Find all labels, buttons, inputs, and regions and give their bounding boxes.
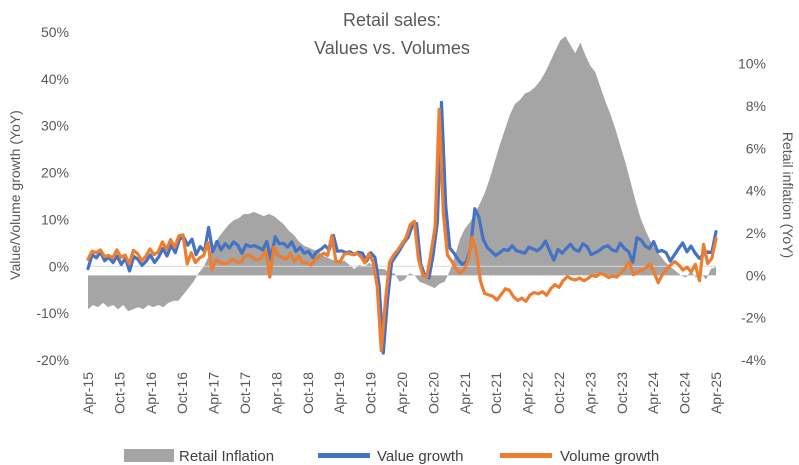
x-tick-label: Apr-15 <box>80 372 96 414</box>
x-tick-label: Apr-25 <box>708 372 724 414</box>
legend-label-volume-growth: Volume growth <box>560 448 659 465</box>
x-tick-label: Apr-20 <box>394 372 410 414</box>
x-tick-label: Oct-17 <box>237 372 253 414</box>
x-tick-label: Oct-15 <box>111 372 127 414</box>
right-axis-title: Retail inflation (YoY) <box>780 132 796 258</box>
legend-label-retail-inflation: Retail Inflation <box>179 448 274 465</box>
left-tick-label: 10% <box>41 211 69 227</box>
left-tick-label: -10% <box>36 305 69 321</box>
x-axis-ticks: Apr-15 Oct-15 Apr-16 Oct-16 Apr-17 Oct-17 Apr-… <box>80 372 724 414</box>
x-tick-label: Apr-22 <box>520 372 536 414</box>
legend-label-value-growth: Value growth <box>377 448 463 465</box>
left-tick-label: 50% <box>41 24 69 40</box>
x-tick-label: Oct-20 <box>425 372 441 414</box>
left-axis-title: Value/Volume growth (YoY) <box>7 110 23 280</box>
x-tick-label: Apr-17 <box>206 372 222 414</box>
right-axis-ticks: -4% -2% 0% 2% 4% 6% 8% 10% <box>738 56 766 368</box>
x-tick-label: Oct-16 <box>174 372 190 414</box>
chart-title-line-1: Retail sales: <box>343 10 441 30</box>
volume-growth-line <box>86 107 718 353</box>
left-tick-label: -20% <box>36 352 69 368</box>
left-tick-label: 30% <box>41 118 69 134</box>
left-tick-label: 20% <box>41 165 69 181</box>
left-tick-label: 0% <box>49 258 69 274</box>
x-tick-label: Apr-19 <box>331 372 347 414</box>
right-tick-label: -2% <box>741 310 766 326</box>
retail-inflation-area <box>88 36 716 312</box>
right-tick-label: 4% <box>746 183 766 199</box>
legend-swatch-retail-inflation <box>124 449 174 462</box>
x-tick-label: Oct-23 <box>614 372 630 414</box>
x-tick-label: Apr-21 <box>457 372 473 414</box>
x-tick-label: Apr-16 <box>143 372 159 414</box>
x-tick-label: Oct-22 <box>551 372 567 414</box>
inflation-area-layer <box>88 36 716 312</box>
chart-title-line-2: Values vs. Volumes <box>314 38 470 58</box>
growth-lines-layer <box>86 100 718 355</box>
x-tick-label: Apr-24 <box>645 372 661 414</box>
right-tick-label: 6% <box>746 140 766 156</box>
right-tick-label: -4% <box>741 352 766 368</box>
x-tick-label: Oct-21 <box>488 372 504 414</box>
x-tick-label: Apr-18 <box>268 372 284 414</box>
legend-swatch-value-growth <box>318 453 370 458</box>
right-tick-label: 8% <box>746 98 766 114</box>
x-tick-label: Apr-23 <box>582 372 598 414</box>
x-tick-label: Oct-19 <box>363 372 379 414</box>
right-tick-label: 2% <box>746 225 766 241</box>
x-tick-label: Oct-18 <box>300 372 316 414</box>
legend-swatch-volume-growth <box>500 453 552 458</box>
right-tick-label: 0% <box>746 267 766 283</box>
left-axis-ticks: -20% -10% 0% 10% 20% 30% 40% 50% <box>36 24 69 368</box>
x-tick-label: Oct-24 <box>677 372 693 414</box>
legend: Retail Inflation Value growth Volume gro… <box>124 448 659 465</box>
left-tick-label: 40% <box>41 71 69 87</box>
right-tick-label: 10% <box>738 56 766 72</box>
